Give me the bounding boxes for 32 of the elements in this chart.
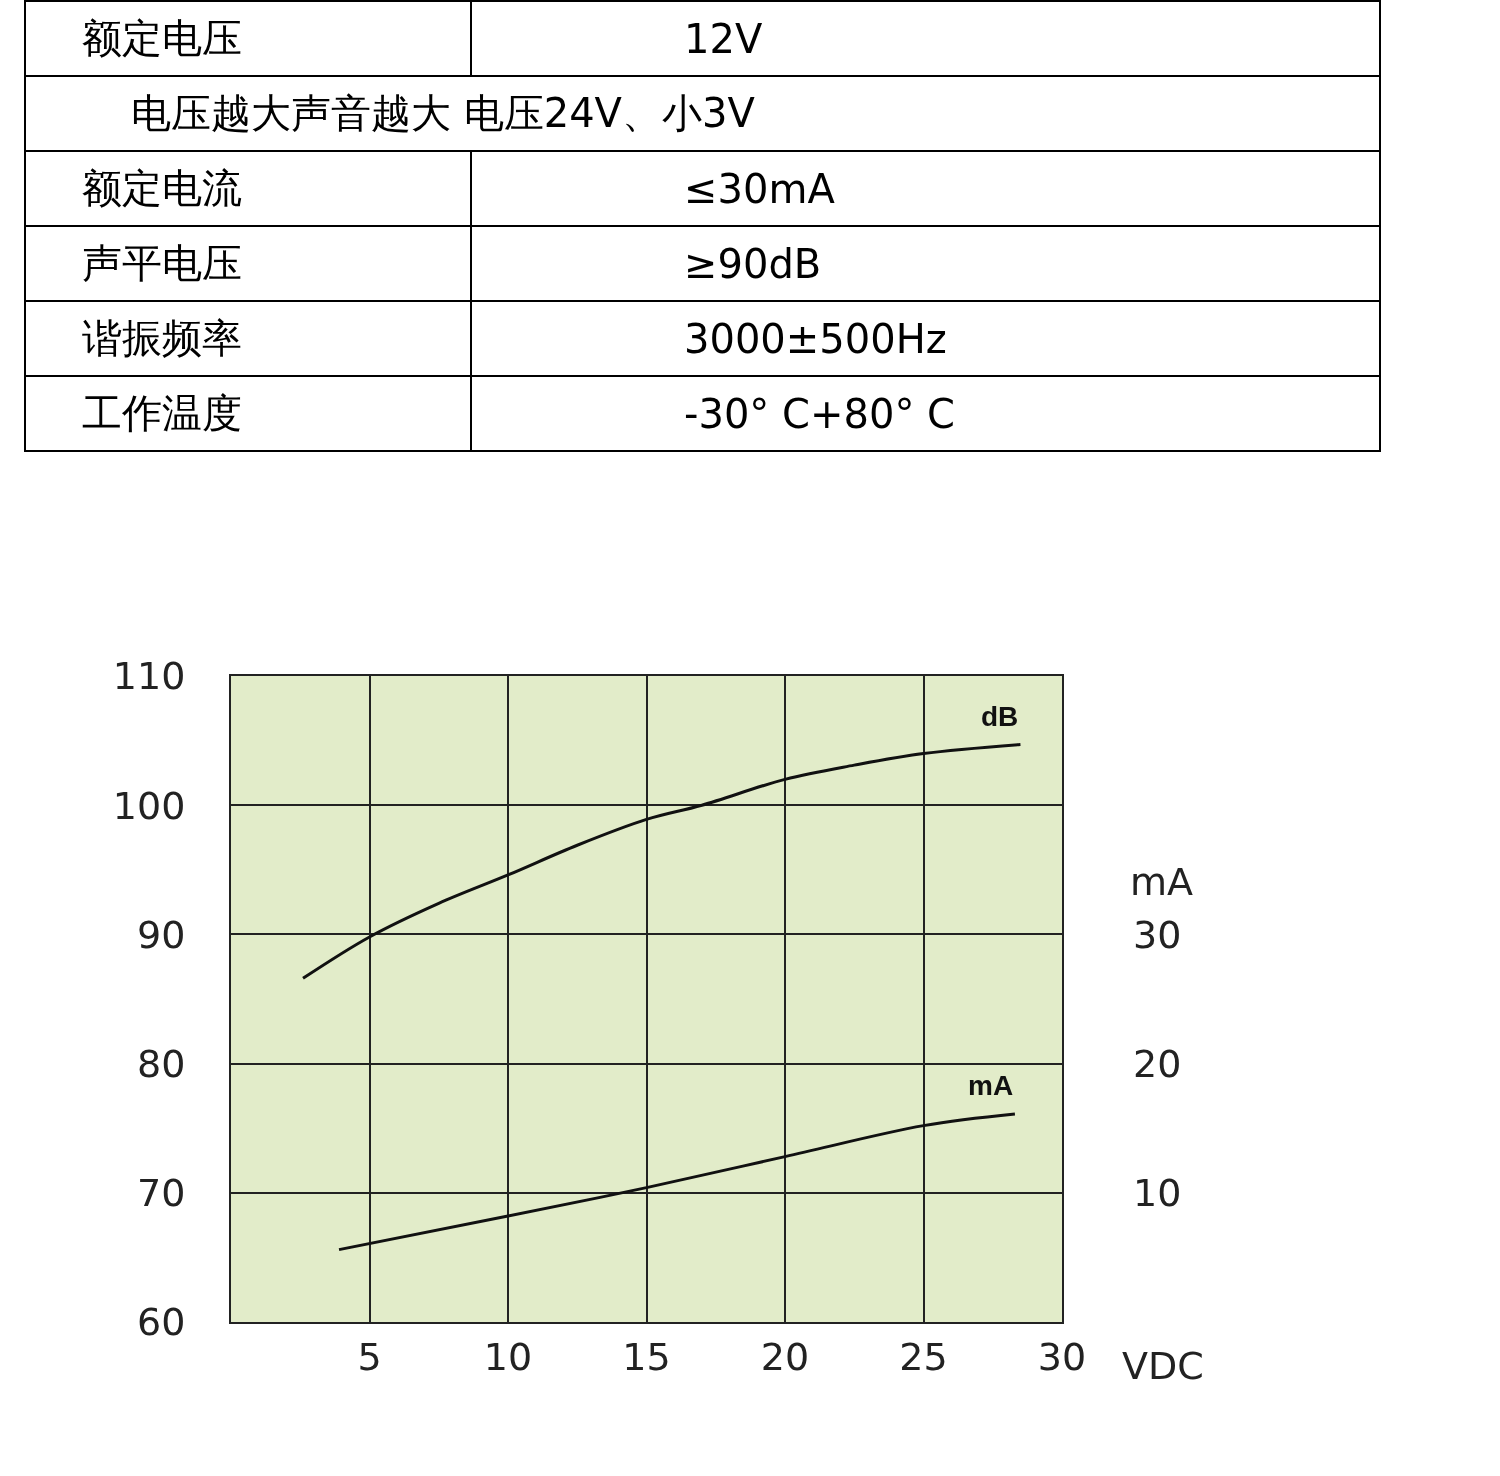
y2-tick-label: 10 xyxy=(1133,1171,1182,1216)
x-tick-label: 30 xyxy=(1037,1334,1087,1379)
x-tick-label: 25 xyxy=(899,1334,948,1379)
y2-tick-label: 20 xyxy=(1133,1041,1182,1086)
text: 谐振频率 xyxy=(82,315,242,361)
y-tick-label: 100 xyxy=(112,783,186,828)
y2-tick-label: 30 xyxy=(1133,912,1182,957)
text: -30° C+80° C xyxy=(684,390,956,437)
y-tick-label: 90 xyxy=(137,912,186,957)
x-axis-title: VDC xyxy=(1122,1344,1204,1388)
line-series xyxy=(301,742,1022,980)
text: 3000±500Hz xyxy=(684,315,947,362)
series-label: dB xyxy=(981,701,1019,732)
text: ≤30mA xyxy=(684,165,835,212)
text: 额定电压 xyxy=(82,15,242,61)
text: 12V xyxy=(684,15,763,62)
text: 声平电压 xyxy=(82,240,242,286)
text: ≥90dB xyxy=(684,240,822,287)
x-tick-label: 5 xyxy=(357,1334,382,1379)
x-tick-label: 20 xyxy=(760,1334,810,1379)
text: 电压越大声音越大 电压24V、小3V xyxy=(131,90,755,136)
y-tick-label: 70 xyxy=(137,1171,186,1216)
x-tick-label: 15 xyxy=(622,1334,671,1379)
text: 工作温度 xyxy=(82,390,242,436)
y-tick-label: 80 xyxy=(137,1041,186,1086)
series-label: mA xyxy=(968,1070,1014,1101)
y-tick-label: 60 xyxy=(137,1300,186,1345)
x-tick-label: 10 xyxy=(483,1334,533,1379)
y-tick-label: 110 xyxy=(112,654,186,699)
line-series xyxy=(337,1112,1017,1252)
text: 额定电流 xyxy=(82,165,242,211)
y2-axis-title: mA xyxy=(1130,860,1194,904)
